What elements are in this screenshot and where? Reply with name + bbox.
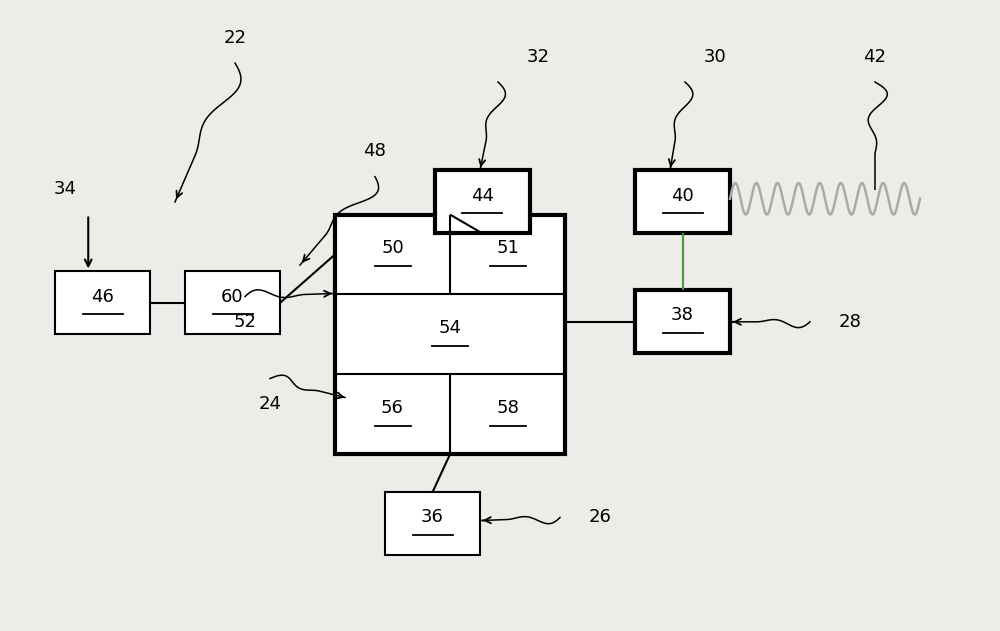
Text: 56: 56: [381, 399, 404, 417]
Text: 38: 38: [671, 307, 694, 324]
Text: 54: 54: [438, 319, 462, 337]
Text: 60: 60: [221, 288, 244, 305]
FancyBboxPatch shape: [435, 170, 530, 233]
FancyBboxPatch shape: [55, 271, 150, 334]
Text: 46: 46: [91, 288, 114, 305]
Text: 58: 58: [496, 399, 519, 417]
FancyBboxPatch shape: [185, 271, 280, 334]
Text: 28: 28: [839, 313, 861, 331]
Text: 51: 51: [496, 239, 519, 257]
Text: 40: 40: [671, 187, 694, 204]
Text: 24: 24: [258, 395, 282, 413]
Text: 52: 52: [234, 313, 256, 331]
Text: 22: 22: [224, 29, 246, 47]
Text: 32: 32: [526, 48, 550, 66]
Text: 26: 26: [589, 509, 611, 526]
Text: 42: 42: [864, 48, 887, 66]
FancyBboxPatch shape: [635, 290, 730, 353]
FancyBboxPatch shape: [385, 492, 480, 555]
Text: 50: 50: [381, 239, 404, 257]
FancyBboxPatch shape: [635, 170, 730, 233]
Text: 34: 34: [54, 180, 76, 198]
Text: 44: 44: [471, 187, 494, 204]
Text: 36: 36: [421, 509, 444, 526]
FancyBboxPatch shape: [335, 215, 565, 454]
Text: 30: 30: [704, 48, 726, 66]
Text: 48: 48: [364, 143, 386, 160]
